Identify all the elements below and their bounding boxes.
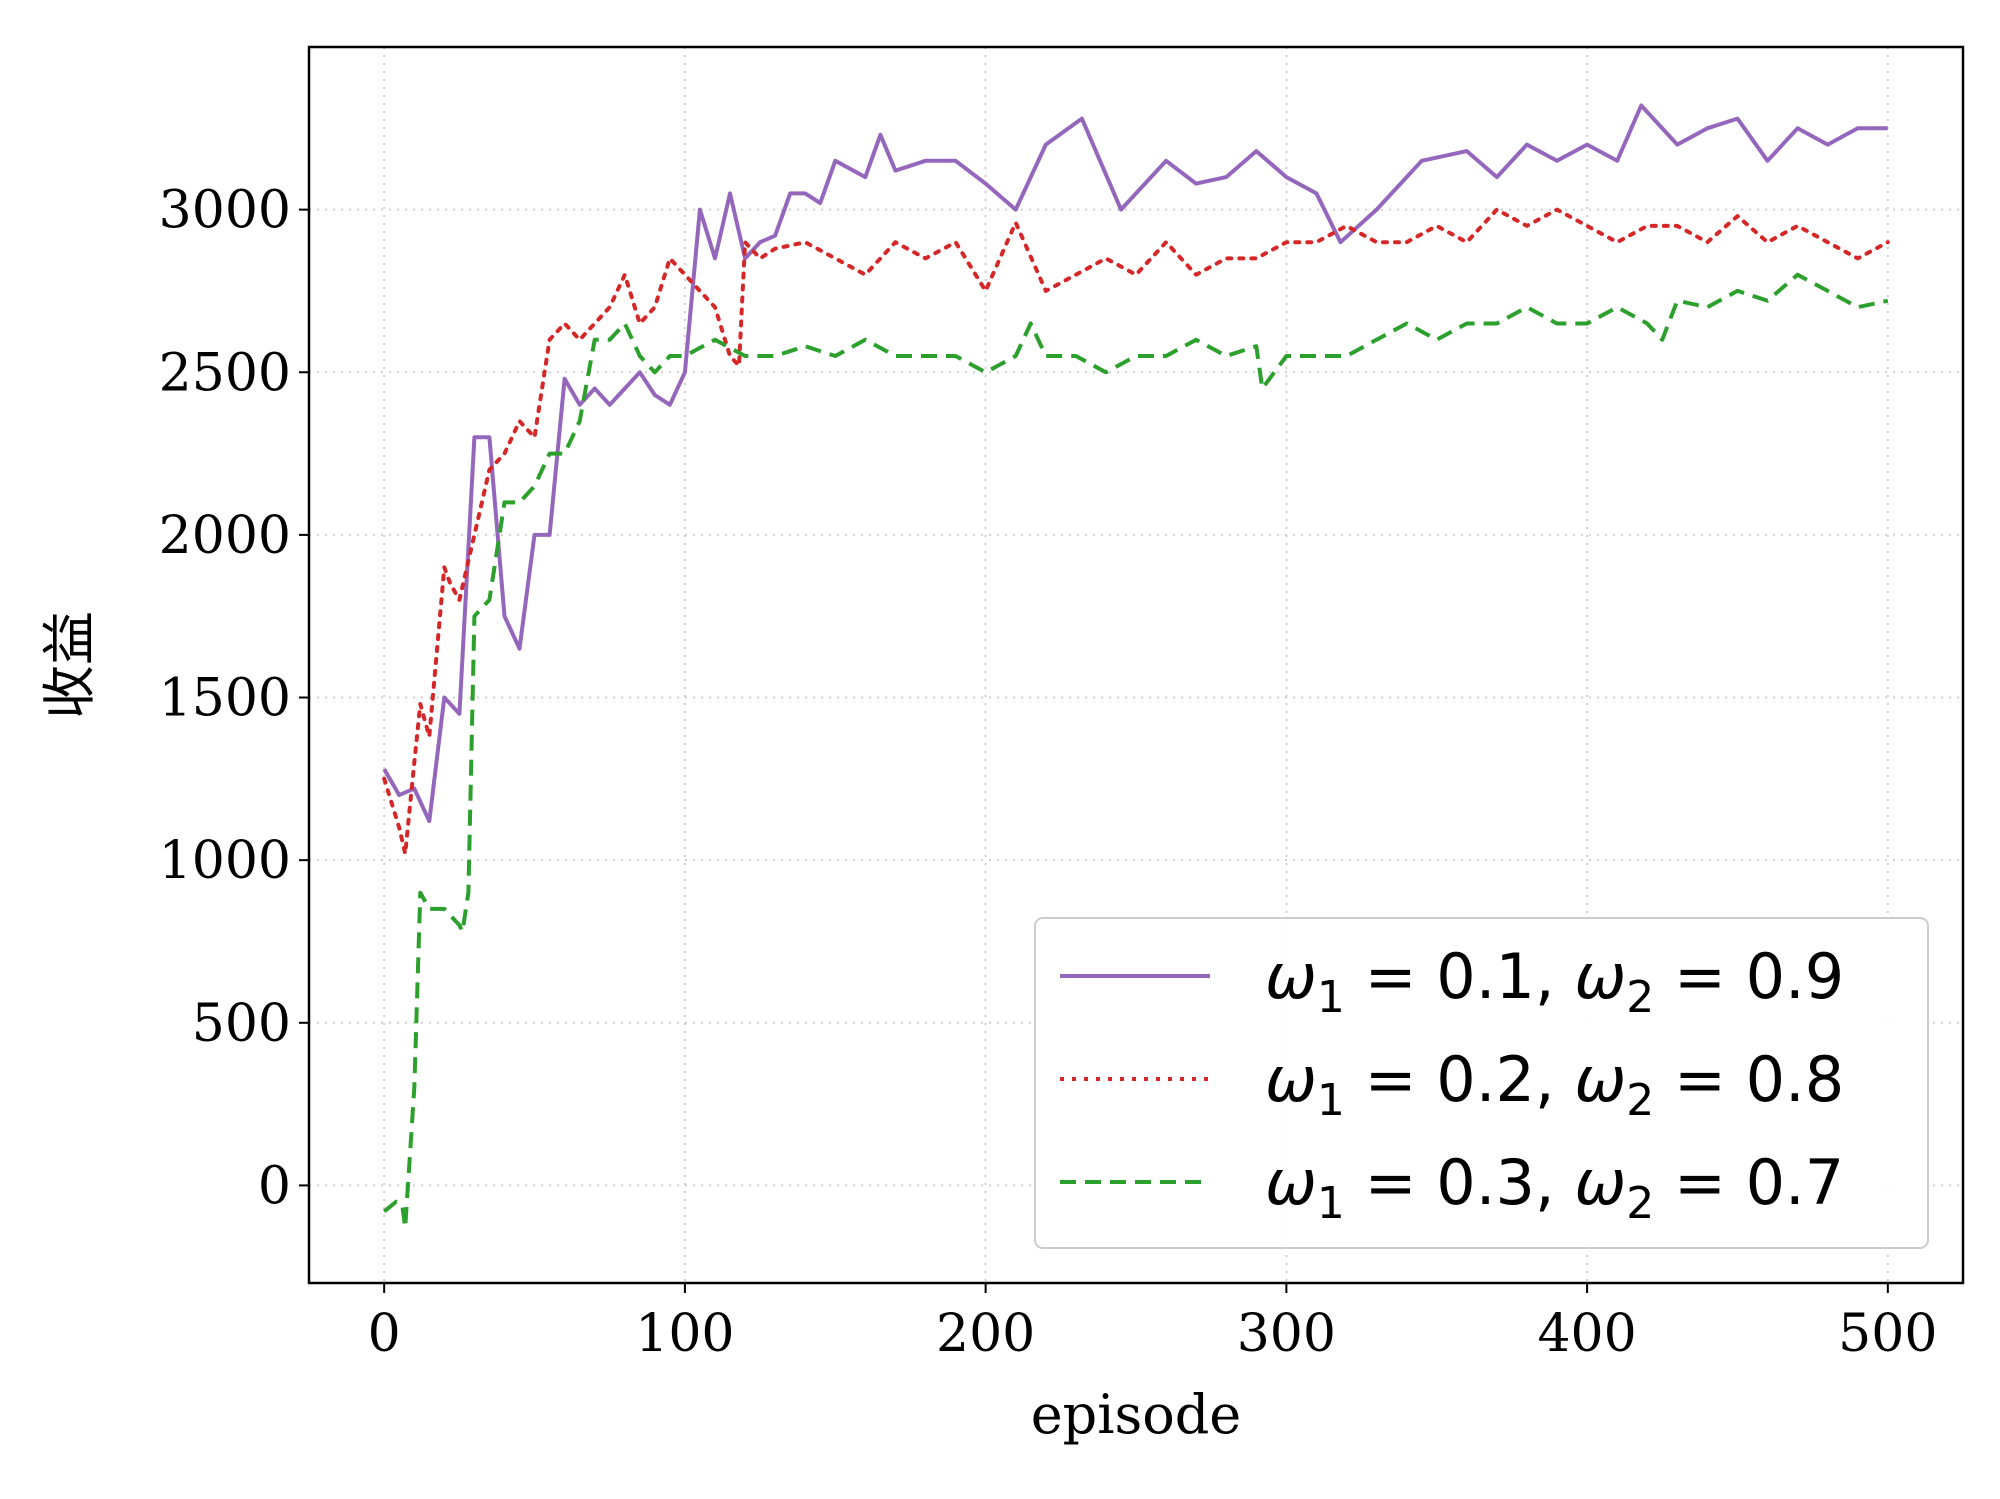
series-line-2 — [382, 207, 1890, 856]
x-tick-label: 500 — [1838, 1304, 1937, 1364]
y-tick-label: 3000 — [159, 181, 291, 241]
y-tick-label: 500 — [192, 994, 291, 1054]
y-tick-label: 2000 — [159, 506, 291, 566]
series-line-1 — [382, 103, 1888, 824]
legend-label-2: ω1 = 0.2, ω2 = 0.8 — [1265, 1043, 1844, 1126]
x-tick-label: 200 — [936, 1304, 1035, 1364]
legend-label-1: ω1 = 0.1, ω2 = 0.9 — [1265, 940, 1844, 1023]
x-axis-label: episode — [1031, 1383, 1242, 1446]
legend-label-3: ω1 = 0.3, ω2 = 0.7 — [1265, 1146, 1844, 1229]
legend: ω1 = 0.1, ω2 = 0.9 ω1 = 0.2, ω2 = 0.8 ω1 =… — [1034, 917, 1929, 1249]
x-tick-label: 0 — [368, 1304, 401, 1364]
x-tick-label: 400 — [1537, 1304, 1636, 1364]
y-tick-label: 2500 — [159, 343, 291, 403]
grid-lines — [309, 47, 1963, 1283]
x-tick-label: 100 — [635, 1304, 734, 1364]
y-tick-label: 1500 — [159, 669, 291, 729]
plot-frame — [307, 45, 1965, 1285]
series-line-3 — [382, 272, 1889, 1230]
axis-ticks: 0 100 200 300 400 500 0 500 1000 1500 2000 2500 3000 — [159, 181, 1938, 1364]
y-axis-label: 收益 — [38, 611, 101, 719]
legend-box — [1034, 917, 1929, 1249]
plot-series — [382, 103, 1890, 1230]
x-tick-label: 300 — [1237, 1304, 1336, 1364]
y-tick-label: 0 — [258, 1156, 291, 1216]
y-tick-label: 1000 — [159, 831, 291, 891]
